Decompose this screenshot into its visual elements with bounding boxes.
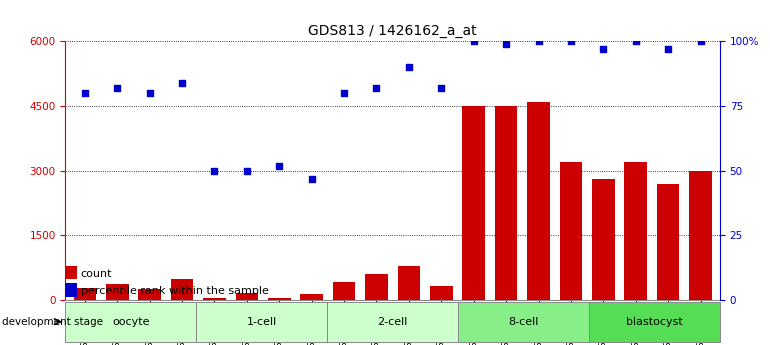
Point bbox=[598, 47, 610, 52]
Bar bbox=[139, 289, 161, 300]
Text: 1-cell: 1-cell bbox=[246, 317, 277, 327]
Bar bbox=[458, 302, 589, 342]
Point bbox=[564, 39, 577, 44]
Bar bbox=[495, 106, 517, 300]
Text: blastocyst: blastocyst bbox=[626, 317, 683, 327]
Bar bbox=[74, 288, 96, 300]
Bar bbox=[527, 102, 550, 300]
Text: count: count bbox=[81, 269, 112, 278]
Point bbox=[176, 80, 188, 86]
Bar bbox=[327, 302, 458, 342]
Point bbox=[630, 39, 642, 44]
Point bbox=[500, 41, 512, 47]
Point bbox=[241, 168, 253, 174]
Bar bbox=[236, 293, 258, 300]
Point bbox=[273, 163, 286, 168]
Point bbox=[111, 85, 123, 91]
Bar bbox=[203, 297, 226, 300]
Bar bbox=[171, 279, 193, 300]
Bar bbox=[65, 266, 77, 279]
Bar bbox=[592, 179, 614, 300]
Bar bbox=[196, 302, 327, 342]
Text: development stage: development stage bbox=[2, 317, 102, 327]
Point bbox=[338, 90, 350, 96]
Point bbox=[403, 65, 415, 70]
Point bbox=[695, 39, 707, 44]
Point bbox=[209, 168, 221, 174]
Bar bbox=[397, 266, 420, 300]
Text: oocyte: oocyte bbox=[112, 317, 149, 327]
Bar bbox=[560, 162, 582, 300]
Bar bbox=[689, 171, 711, 300]
Text: 2-cell: 2-cell bbox=[377, 317, 408, 327]
Point bbox=[370, 85, 383, 91]
Title: GDS813 / 1426162_a_at: GDS813 / 1426162_a_at bbox=[309, 23, 477, 38]
Bar bbox=[430, 286, 453, 300]
Text: 8-cell: 8-cell bbox=[508, 317, 539, 327]
Bar bbox=[106, 284, 129, 300]
Bar bbox=[300, 294, 323, 300]
Bar bbox=[589, 302, 720, 342]
Bar bbox=[624, 162, 647, 300]
Bar bbox=[333, 282, 356, 300]
Bar bbox=[65, 302, 196, 342]
Point bbox=[532, 39, 544, 44]
Point bbox=[306, 176, 318, 181]
Bar bbox=[65, 283, 77, 297]
Bar bbox=[268, 297, 290, 300]
Point bbox=[662, 47, 675, 52]
Point bbox=[435, 85, 447, 91]
Bar bbox=[365, 274, 388, 300]
Point bbox=[143, 90, 156, 96]
Point bbox=[467, 39, 480, 44]
Bar bbox=[462, 106, 485, 300]
Text: percentile rank within the sample: percentile rank within the sample bbox=[81, 286, 269, 296]
Bar bbox=[657, 184, 679, 300]
Point bbox=[79, 90, 91, 96]
